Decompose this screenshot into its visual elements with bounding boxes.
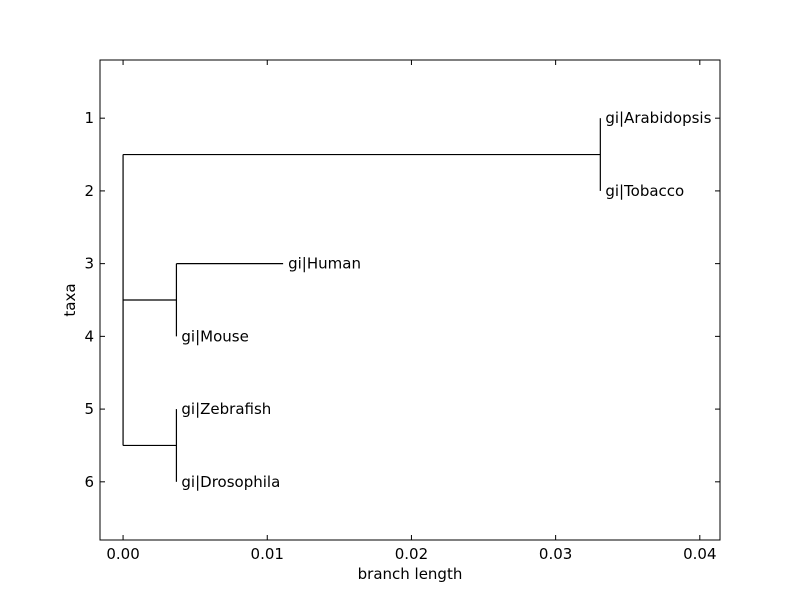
x-tick-label: 0.02: [395, 545, 428, 563]
y-axis-label: taxa: [61, 283, 79, 316]
y-tick-label: 5: [84, 400, 94, 418]
y-tick-label: 2: [84, 182, 94, 200]
plot-frame: [99, 59, 721, 541]
leaf-label: gi|Tobacco: [605, 182, 684, 200]
x-tick-label: 0.04: [683, 545, 716, 563]
x-tick-label: 0.01: [251, 545, 284, 563]
y-tick-label: 1: [84, 109, 94, 127]
leaf-label: gi|Mouse: [181, 327, 248, 345]
x-tick-label: 0.03: [539, 545, 572, 563]
y-tick-label: 6: [84, 473, 94, 491]
y-tick-label: 4: [84, 327, 94, 345]
leaf-label: gi|Arabidopsis: [605, 109, 711, 127]
leaf-labels-layer: gi|Arabidopsis gi|Tobacco gi|Human gi|Mouse…: [181, 109, 711, 491]
x-axis-ticks: 0.00 0.01 0.02 0.03 0.04: [106, 60, 717, 563]
x-tick-label: 0.00: [106, 545, 139, 563]
branches-layer: [122, 118, 601, 482]
y-axis-ticks: 1 2 3 4 5 6: [84, 109, 720, 491]
leaf-label: gi|Zebrafish: [181, 400, 271, 418]
x-axis-label: branch length: [358, 565, 463, 583]
y-tick-label: 3: [84, 255, 94, 273]
leaf-label: gi|Human: [288, 255, 361, 273]
leaf-label: gi|Drosophila: [181, 473, 280, 491]
